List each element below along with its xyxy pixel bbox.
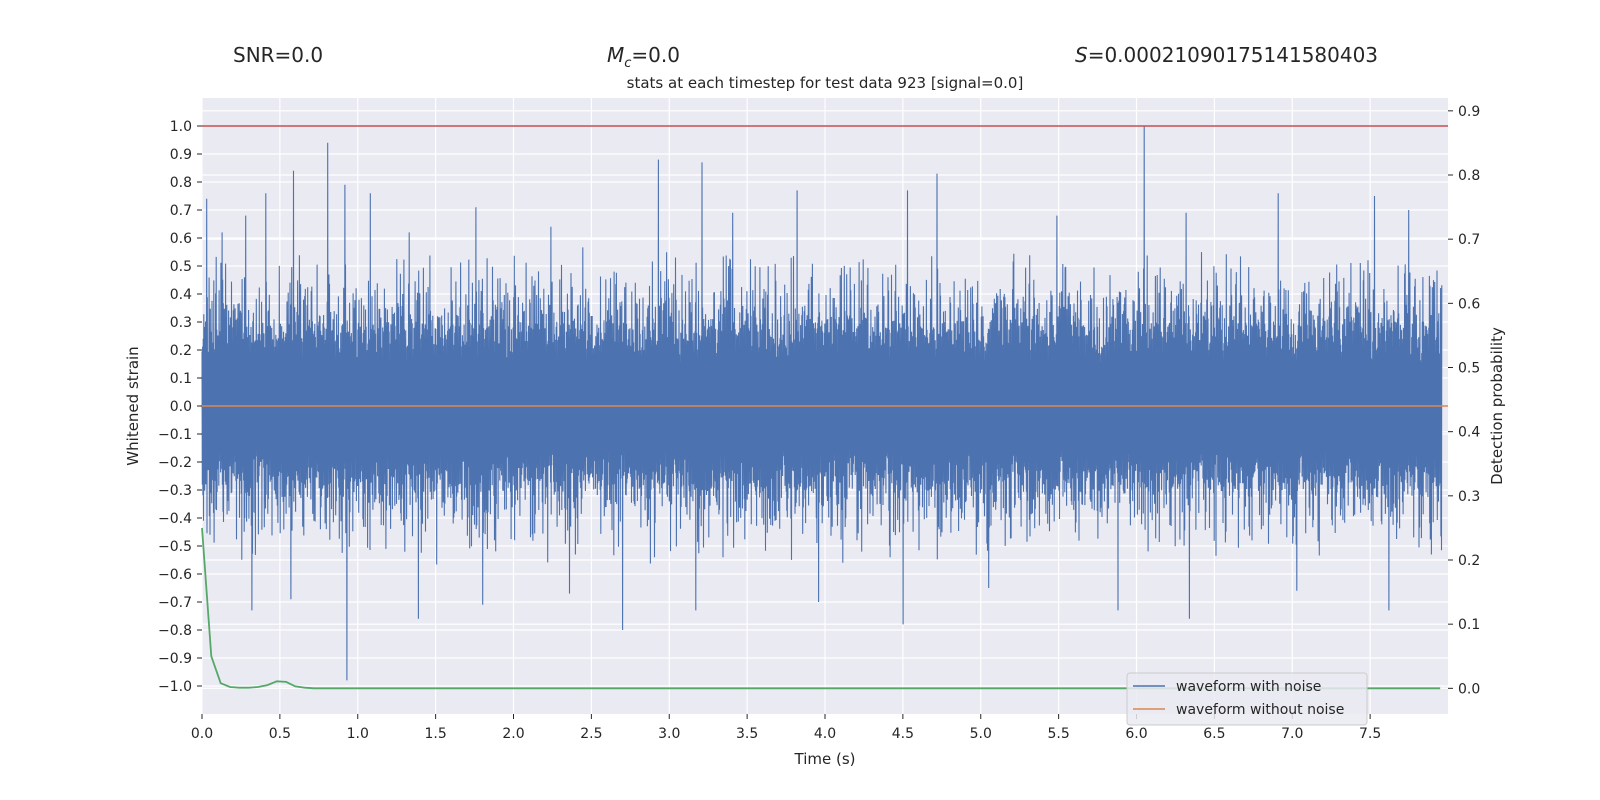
- y-tick-label: 0.8: [170, 175, 192, 191]
- snr-label: SNR=0.0: [233, 43, 323, 67]
- chirp-mass-symbol: M: [607, 43, 624, 67]
- y2-tick-label: 0.2: [1458, 553, 1480, 569]
- chirp-mass-subscript: c: [624, 56, 631, 71]
- y2-tick-label: 0.9: [1458, 104, 1480, 120]
- y-tick-label: 0.4: [170, 287, 192, 303]
- y-tick-label: −0.3: [158, 483, 192, 499]
- series-detection-probability: [201, 527, 1441, 690]
- x-tick-label: 3.0: [658, 726, 680, 742]
- y-tick-label: −1.0: [158, 679, 192, 695]
- y-tick-label: 0.2: [170, 343, 192, 359]
- y-tick-label: 0.0: [170, 399, 192, 415]
- legend-label-noise: waveform with noise: [1176, 679, 1321, 695]
- chart-title: stats at each timestep for test data 923…: [627, 74, 1024, 92]
- y-tick-label: 0.7: [170, 203, 192, 219]
- y2-tick-label: 0.6: [1458, 296, 1480, 312]
- x-tick-label: 0.0: [191, 726, 213, 742]
- y-tick-label: −0.7: [158, 595, 192, 611]
- y2-axis-label: Detection probability: [1488, 327, 1506, 485]
- x-tick-label: 2.5: [580, 726, 602, 742]
- y2-tick-label: 0.7: [1458, 232, 1480, 248]
- x-tick-label: 6.5: [1203, 726, 1225, 742]
- x-tick-label: 7.5: [1359, 726, 1381, 742]
- y2-tick-label: 0.1: [1458, 617, 1480, 633]
- y-tick-label: −0.4: [158, 511, 192, 527]
- x-tick-label: 3.5: [736, 726, 758, 742]
- y-tick-label: −0.5: [158, 539, 192, 555]
- y-tick-label: 0.3: [170, 315, 192, 331]
- y-tick-label: −0.1: [158, 427, 192, 443]
- s-value: =0.0002109017514158040​3: [1088, 43, 1378, 67]
- y-tick-label: −0.2: [158, 455, 192, 471]
- x-tick-label: 7.0: [1281, 726, 1303, 742]
- y2-tick-label: 0.0: [1458, 681, 1480, 697]
- x-tick-label: 4.0: [814, 726, 836, 742]
- y-tick-label: 0.5: [170, 259, 192, 275]
- series-layer: [201, 125, 1448, 690]
- y-tick-label: −0.8: [158, 623, 192, 639]
- x-tick-label: 0.5: [269, 726, 291, 742]
- legend-label-clean: waveform without noise: [1176, 702, 1344, 718]
- x-tick-label: 5.0: [970, 726, 992, 742]
- y2-tick-label: 0.5: [1458, 361, 1480, 377]
- legend-box: [1126, 672, 1368, 726]
- y-tick-label: 1.0: [170, 119, 192, 135]
- y-tick-label: 0.9: [170, 147, 192, 163]
- x-tick-label: 2.0: [502, 726, 524, 742]
- x-axis-label: Time (s): [794, 750, 856, 768]
- axes-layer: 0.0 0.5 1.0 1.5 2.0 2.5 3.0 3.5 4.0 4.5 5.0 5.5 6.0 6…: [158, 104, 1480, 742]
- y-axis-label: Whitened strain: [124, 346, 142, 465]
- y-tick-label: −0.9: [158, 651, 192, 667]
- series-waveform-with-noise: [201, 125, 1443, 681]
- y-tick-label: −0.6: [158, 567, 192, 583]
- y2-tick-label: 0.4: [1458, 425, 1480, 441]
- x-tick-label: 5.5: [1047, 726, 1069, 742]
- y2-tick-label: 0.3: [1458, 489, 1480, 505]
- x-tick-label: 4.5: [892, 726, 914, 742]
- s-statistic-label: S=0.0002109017514158040​3: [1075, 43, 1378, 67]
- x-tick-label: 1.5: [424, 726, 446, 742]
- s-symbol: S: [1075, 43, 1088, 67]
- chirp-mass-value: =0.0: [631, 43, 680, 67]
- x-tick-label: 1.0: [347, 726, 369, 742]
- chirp-mass-label: Mc=0.0: [607, 43, 680, 71]
- legend: waveform with noise waveform without noi…: [1126, 672, 1368, 726]
- x-tick-label: 6.0: [1125, 726, 1147, 742]
- y-tick-label: 0.6: [170, 231, 192, 247]
- y-tick-label: 0.1: [170, 371, 192, 387]
- y2-tick-label: 0.8: [1458, 168, 1480, 184]
